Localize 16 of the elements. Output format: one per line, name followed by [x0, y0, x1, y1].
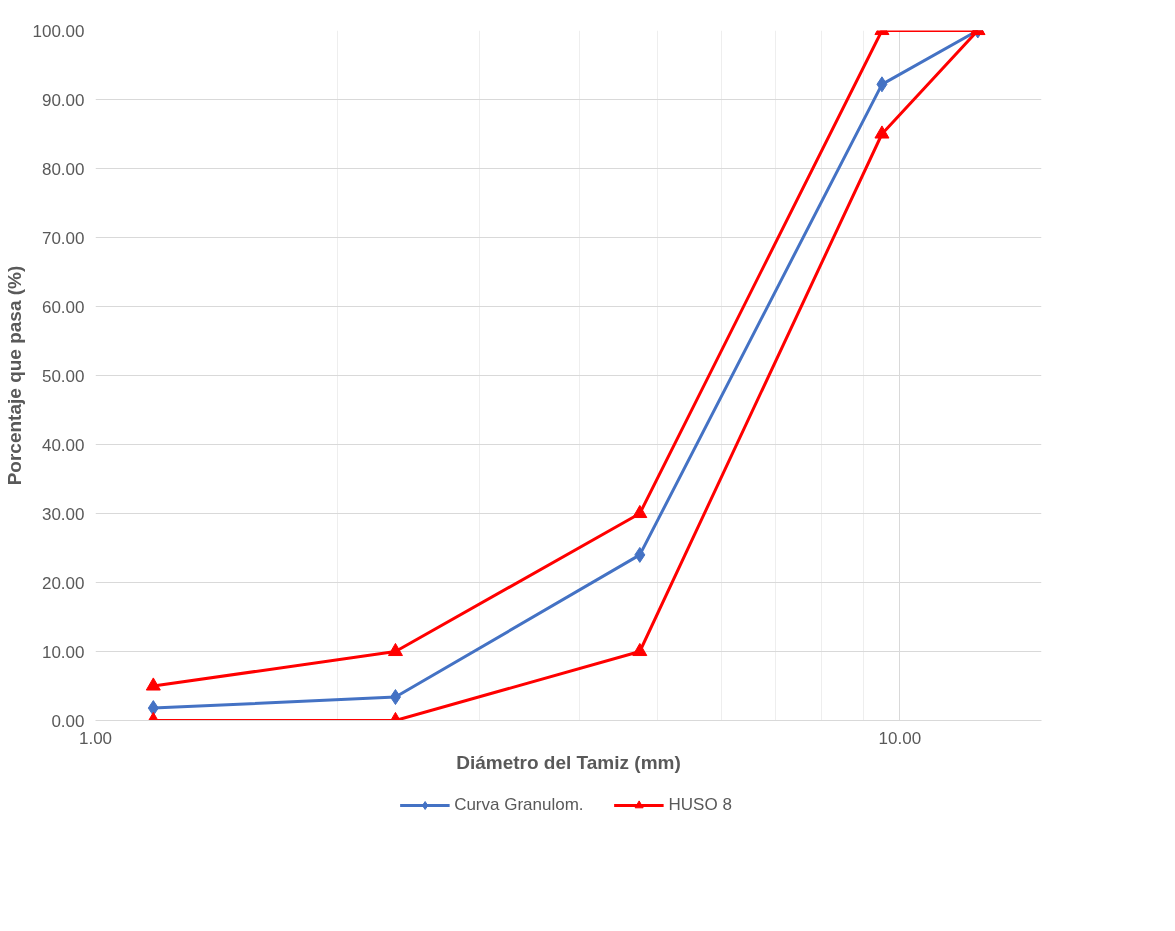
legend-label: HUSO 8 [668, 795, 732, 815]
y-tick-label: 80.00 [41, 159, 85, 179]
x-axis-title: Diámetro del Tamiz (mm) [456, 751, 681, 773]
y-tick-label: 40.00 [41, 435, 85, 455]
legend-label: Curva Granulom. [454, 795, 584, 815]
y-tick-label: 20.00 [41, 573, 85, 593]
y-tick-label: 30.00 [41, 504, 85, 524]
y-tick-label: 50.00 [41, 366, 85, 386]
y-tick-label: 90.00 [41, 90, 85, 110]
y-axis-title: Porcentaje que pasa (%) [3, 265, 25, 486]
y-tick-label: 70.00 [41, 228, 85, 248]
y-tick-label: 0.00 [51, 711, 85, 731]
y-tick-label: 100.00 [32, 21, 85, 41]
y-tick-label: 10.00 [41, 642, 85, 662]
y-tick-label: 60.00 [41, 297, 85, 317]
x-tick-label: 1.00 [78, 728, 113, 748]
